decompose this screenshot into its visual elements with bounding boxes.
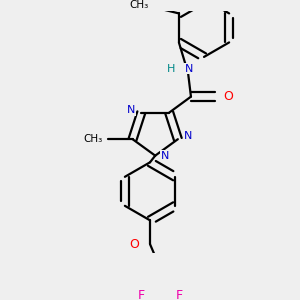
Text: O: O [223, 90, 233, 103]
Text: F: F [176, 289, 183, 300]
Text: CH₃: CH₃ [84, 134, 103, 144]
Text: H: H [167, 64, 175, 74]
Text: O: O [129, 238, 139, 250]
Text: N: N [161, 151, 170, 160]
Text: N: N [184, 131, 192, 141]
Text: CH₃: CH₃ [130, 0, 149, 10]
Text: F: F [138, 289, 145, 300]
Text: N: N [185, 64, 194, 74]
Text: N: N [127, 105, 135, 115]
